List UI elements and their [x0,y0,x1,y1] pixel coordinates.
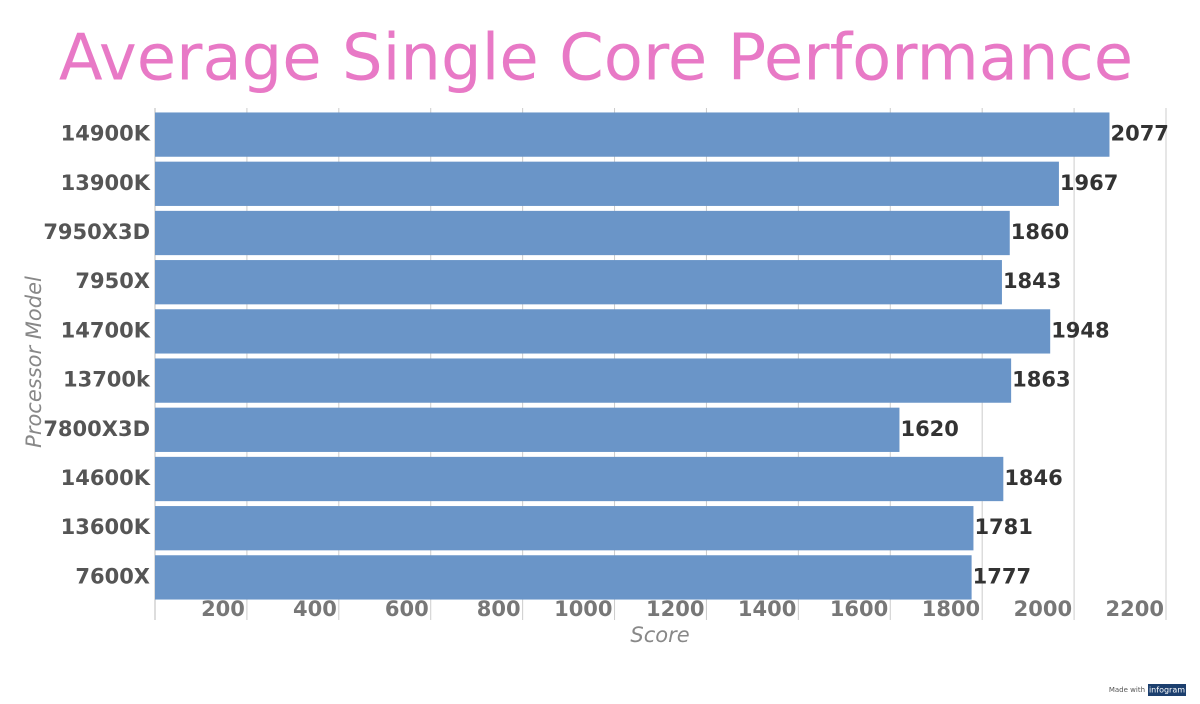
value-label: 1777 [973,564,1031,588]
y-axis-label: Processor Model [22,276,46,448]
y-tick-label: 13600K [61,515,151,539]
y-tick-label: 7950X [75,269,150,293]
bar [155,407,900,452]
value-label: 1620 [900,417,958,441]
bar [155,456,1004,502]
bar [155,112,1110,157]
bar [155,358,1012,403]
bar [155,161,1059,206]
bar [155,260,1002,305]
y-tick-label: 14900K [61,122,151,146]
value-label: 1781 [974,515,1032,539]
y-tick-label: 7800X3D [43,417,150,441]
value-label: 1843 [1003,269,1061,293]
value-label: 1948 [1051,318,1109,342]
x-tick-label: 2200 [1106,597,1164,621]
value-label: 1967 [1060,171,1118,195]
y-tick-label: 14700K [61,318,151,342]
x-axis-label: Score [630,623,689,647]
y-tick-label: 13900K [61,171,151,195]
bar [155,309,1051,354]
footer-brand: infogram [1149,686,1185,695]
x-tick-label: 1200 [646,597,704,621]
value-label: 1860 [1011,220,1069,244]
bar [155,506,974,551]
x-tick-label: 400 [293,597,337,621]
x-tick-label: 600 [385,597,429,621]
x-tick-label: 2000 [1014,597,1072,621]
value-label: 2077 [1110,122,1168,146]
y-tick-label: 13700k [63,368,151,392]
footer-text: Made with [1109,686,1145,694]
footer-badge [1148,684,1186,696]
x-tick-label: 1000 [554,597,612,621]
y-tick-label: 7950X3D [43,220,150,244]
value-label: 1846 [1004,466,1062,490]
x-tick-label: 1400 [738,597,796,621]
x-tick-label: 1600 [830,597,888,621]
bar [155,555,972,600]
value-label: 1863 [1012,368,1070,392]
x-tick-label: 200 [201,597,245,621]
x-tick-label: 1800 [922,597,980,621]
chart-title: Average Single Core Performance [59,22,1133,96]
y-tick-label: 14600K [61,466,151,490]
x-tick-label: 800 [477,597,521,621]
y-tick-label: 7600X [75,564,150,588]
bar [155,210,1010,256]
